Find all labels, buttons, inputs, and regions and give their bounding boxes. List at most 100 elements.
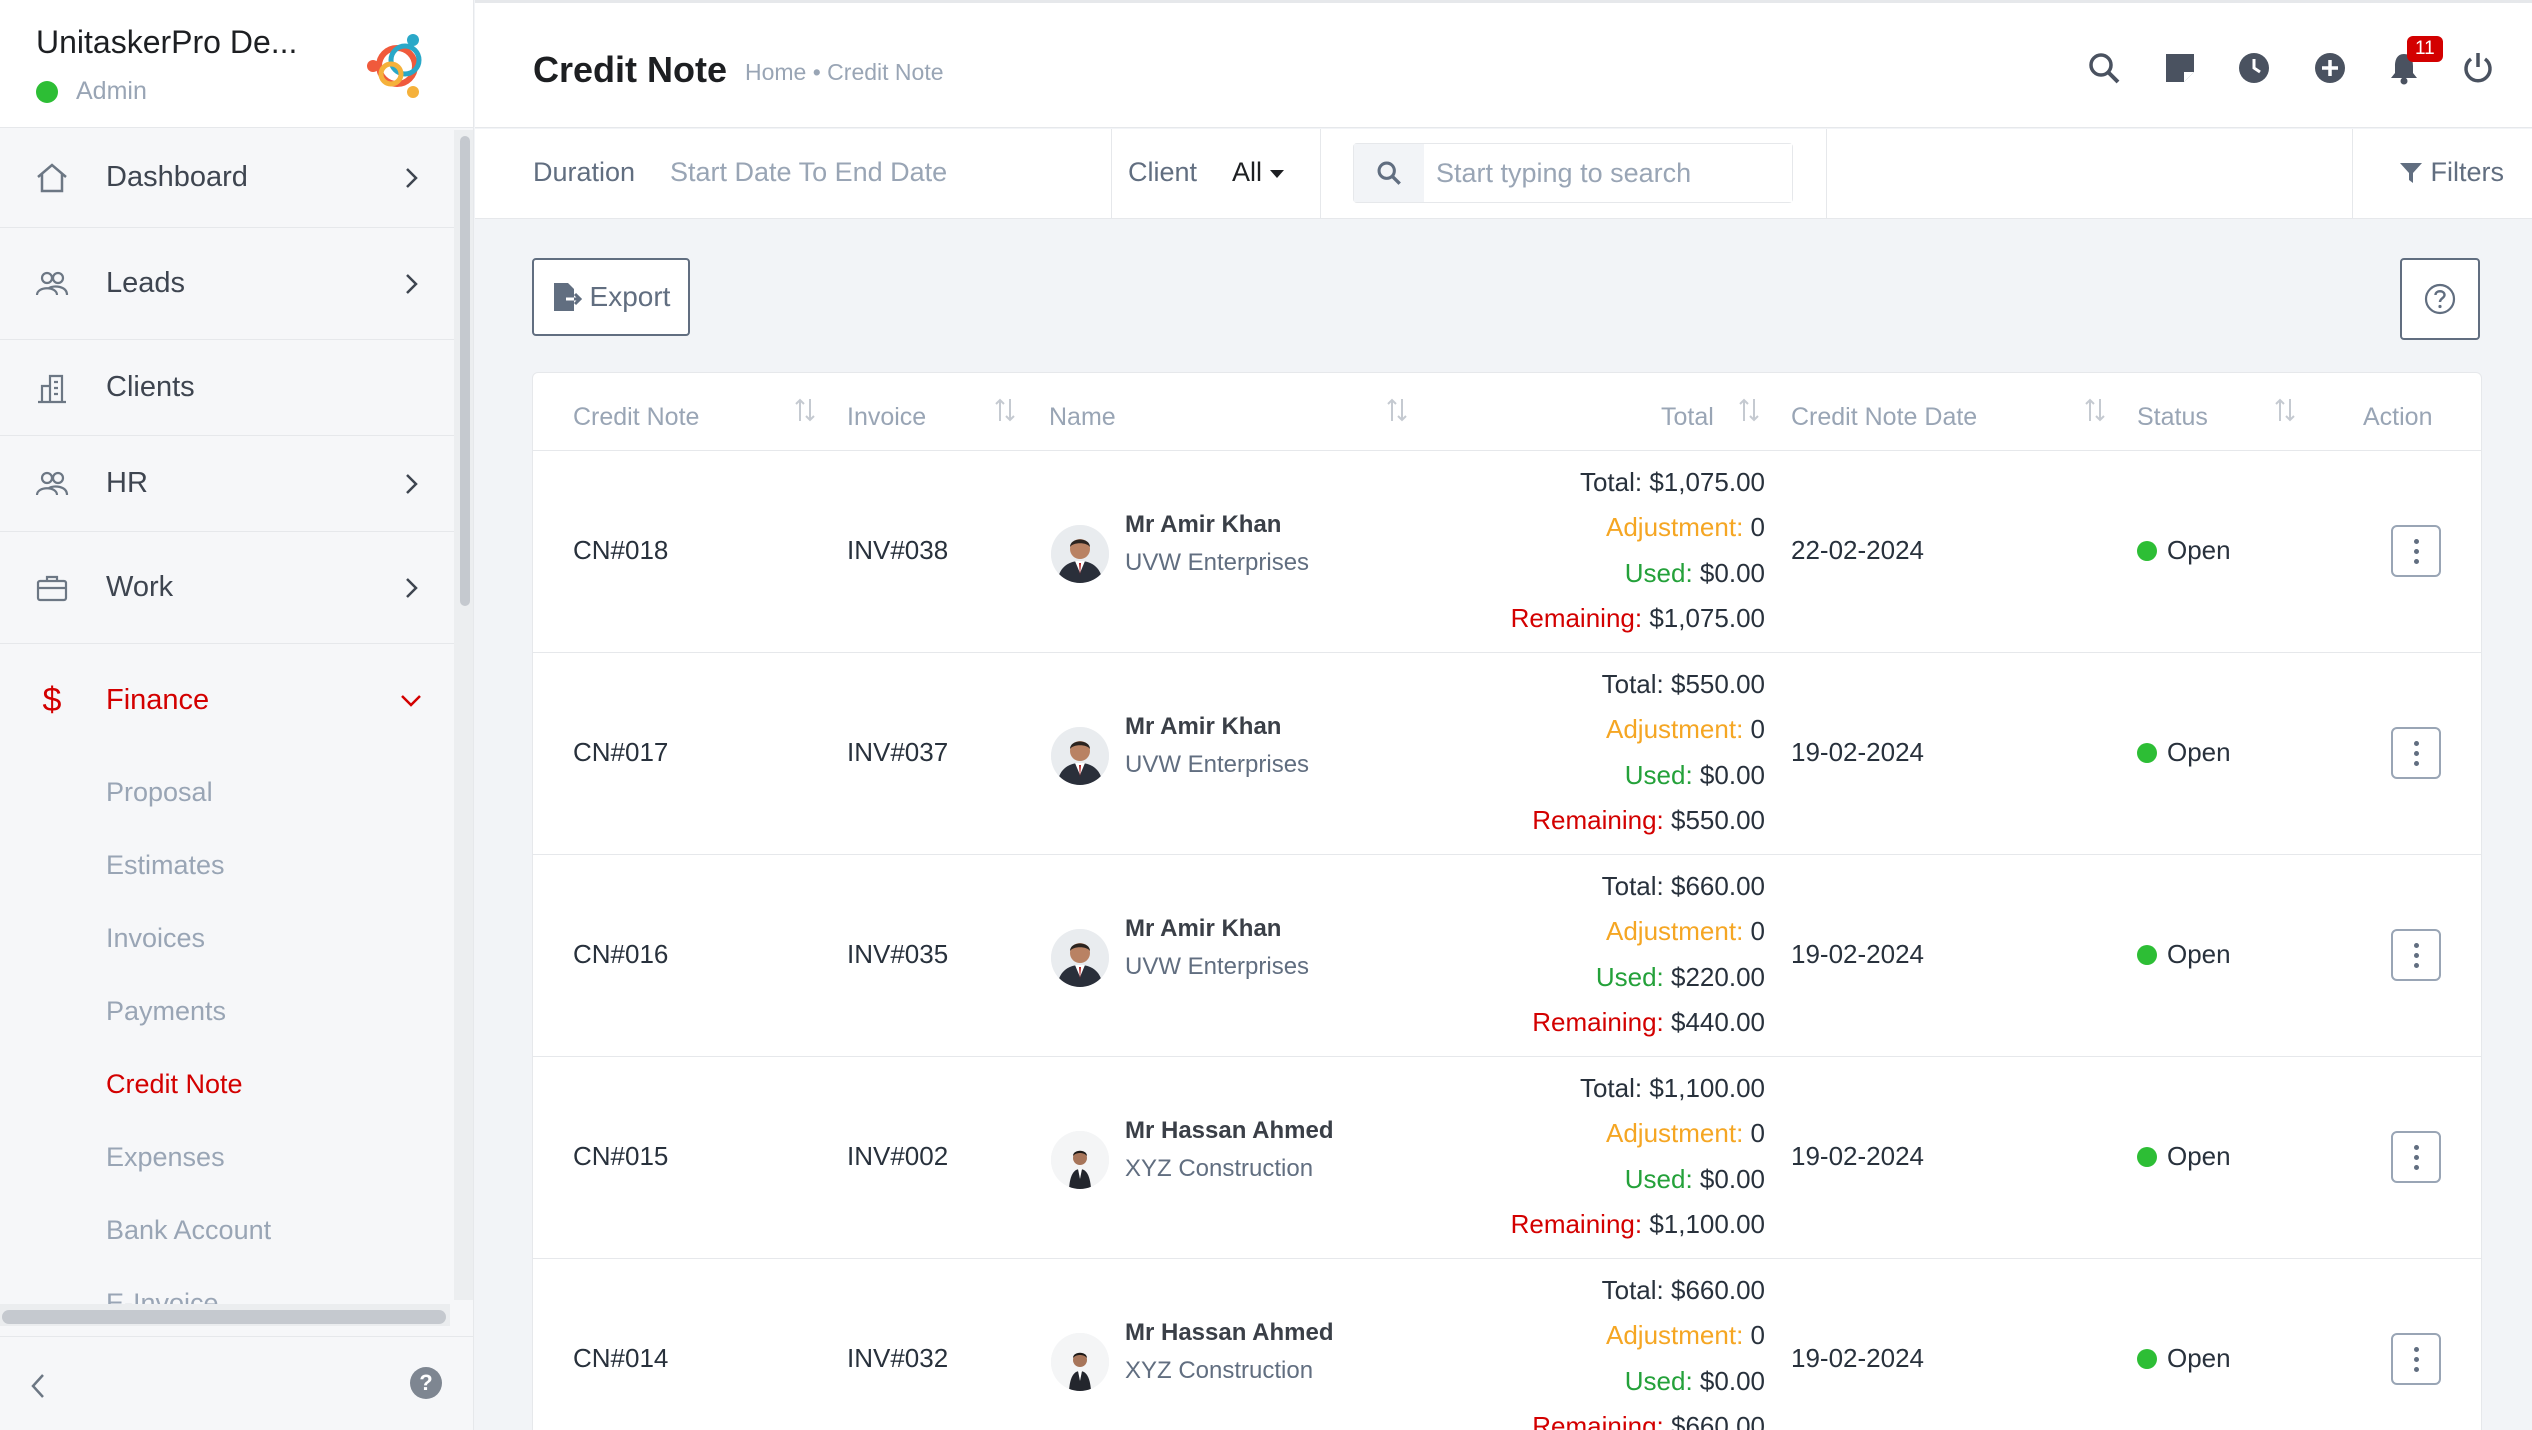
finance-submenu: Proposal Estimates Invoices Payments Cre… bbox=[0, 756, 473, 1340]
client-photo-icon bbox=[1051, 929, 1109, 987]
search-input[interactable] bbox=[1424, 144, 1792, 202]
status-label: Open bbox=[2167, 1141, 2231, 1171]
dot bbox=[2413, 1346, 2419, 1352]
avatar[interactable] bbox=[1051, 929, 1109, 987]
credit-note-number[interactable]: CN#014 bbox=[573, 1343, 669, 1373]
power-icon[interactable] bbox=[2461, 51, 2495, 85]
sidebar-item-finance[interactable]: $ Finance bbox=[0, 644, 473, 756]
sidebar-item-dashboard[interactable]: Dashboard bbox=[0, 128, 473, 228]
sidebar-vertical-scrollbar[interactable] bbox=[460, 136, 470, 606]
building-icon bbox=[38, 374, 66, 403]
chevron-right-icon bbox=[406, 473, 418, 494]
credit-note-number[interactable]: CN#018 bbox=[573, 535, 669, 565]
column-header-credit-note-date[interactable]: Credit Note Date bbox=[1791, 403, 1978, 431]
sort-icon[interactable] bbox=[993, 395, 1017, 425]
search-icon bbox=[1377, 161, 1401, 185]
column-header-invoice[interactable]: Invoice bbox=[847, 403, 927, 431]
credit-note-date: 22-02-2024 bbox=[1791, 535, 1924, 565]
invoice-number[interactable]: INV#037 bbox=[847, 737, 949, 767]
client-name[interactable]: Mr Amir Khan bbox=[1125, 915, 1282, 942]
column-header-status[interactable]: Status bbox=[2137, 403, 2208, 431]
sort-icon[interactable] bbox=[1385, 395, 1409, 425]
column-header-total[interactable]: Total bbox=[1661, 403, 1714, 431]
status-label: Open bbox=[2167, 737, 2231, 767]
invoice-number[interactable]: INV#035 bbox=[847, 939, 949, 969]
submenu-item-invoices[interactable]: Invoices bbox=[106, 923, 206, 953]
avatar[interactable] bbox=[1051, 727, 1109, 785]
sticky-note-icon[interactable] bbox=[2163, 51, 2197, 85]
column-header-action: Action bbox=[2363, 403, 2433, 431]
filters-button[interactable]: Filters bbox=[2399, 157, 2504, 188]
client-name[interactable]: Mr Amir Khan bbox=[1125, 511, 1282, 538]
sidebar-horizontal-scrollbar[interactable] bbox=[2, 1310, 446, 1324]
column-header-name[interactable]: Name bbox=[1049, 403, 1116, 431]
export-button[interactable]: Export bbox=[532, 258, 690, 336]
row-action-menu-button[interactable] bbox=[2391, 525, 2441, 577]
breadcrumb[interactable]: Home • Credit Note bbox=[745, 59, 944, 85]
sidebar-item-clients[interactable]: Clients bbox=[0, 340, 473, 436]
status-dot-icon bbox=[2137, 945, 2157, 965]
client-company: UVW Enterprises bbox=[1125, 751, 1310, 778]
row-action-menu-button[interactable] bbox=[2391, 1333, 2441, 1385]
credit-note-number[interactable]: CN#017 bbox=[573, 737, 669, 767]
adjustment-value: 0 bbox=[1750, 714, 1765, 744]
filter-divider bbox=[2352, 129, 2353, 219]
remaining-value: $1,100.00 bbox=[1649, 1209, 1765, 1239]
sort-icon[interactable] bbox=[793, 395, 817, 425]
date-range-picker[interactable]: Start Date To End Date bbox=[670, 157, 948, 187]
invoice-number[interactable]: INV#038 bbox=[847, 535, 949, 565]
help-button[interactable] bbox=[2400, 258, 2480, 340]
collapse-sidebar-icon[interactable] bbox=[26, 1371, 50, 1401]
chevron-right-icon bbox=[406, 273, 418, 294]
submenu-item-bank-account[interactable]: Bank Account bbox=[106, 1215, 272, 1245]
invoice-number[interactable]: INV#002 bbox=[847, 1141, 949, 1171]
avatar[interactable] bbox=[1051, 1333, 1109, 1391]
dot bbox=[2413, 1356, 2419, 1362]
submenu-item-expenses[interactable]: Expenses bbox=[106, 1142, 225, 1172]
search-button[interactable] bbox=[1354, 144, 1424, 202]
submenu-item-payments[interactable]: Payments bbox=[106, 996, 227, 1026]
sidebar-item-hr[interactable]: HR bbox=[0, 436, 473, 532]
used-key: Used: bbox=[1624, 1366, 1693, 1396]
submenu-item-proposal[interactable]: Proposal bbox=[106, 777, 213, 807]
used-amount: Used: $0.00 bbox=[901, 760, 1765, 791]
table-row[interactable]: CN#014 INV#032 Mr Hassan Ahmed XYZ Construc… bbox=[533, 1259, 2481, 1430]
avatar[interactable] bbox=[1051, 525, 1109, 583]
client-name[interactable]: Mr Hassan Ahmed bbox=[1125, 1319, 1334, 1346]
help-icon[interactable]: ? bbox=[410, 1367, 442, 1399]
sidebar-item-label: Finance bbox=[106, 683, 210, 716]
sidebar-item-label: Leads bbox=[106, 267, 186, 299]
search-icon[interactable] bbox=[2087, 51, 2121, 85]
clock-icon[interactable] bbox=[2237, 51, 2271, 85]
table-row[interactable]: CN#016 INV#035 Mr Amir Khan UVW Enterprises… bbox=[533, 855, 2481, 1057]
remaining-key: Remaining: bbox=[1510, 603, 1643, 633]
file-export-icon bbox=[553, 283, 582, 311]
row-action-menu-button[interactable] bbox=[2391, 727, 2441, 779]
client-name[interactable]: Mr Amir Khan bbox=[1125, 713, 1282, 740]
table-row[interactable]: CN#017 INV#037 Mr Amir Khan UVW Enterprises… bbox=[533, 653, 2481, 855]
client-select[interactable]: All bbox=[1232, 157, 1285, 188]
row-action-menu-button[interactable] bbox=[2391, 929, 2441, 981]
sort-icon[interactable] bbox=[2273, 395, 2297, 425]
add-icon[interactable] bbox=[2313, 51, 2347, 85]
company-name[interactable]: UnitaskerPro De... bbox=[36, 24, 298, 60]
column-header-credit-note[interactable]: Credit Note bbox=[573, 403, 700, 431]
submenu-item-credit-note[interactable]: Credit Note bbox=[106, 1069, 243, 1099]
sidebar-item-leads[interactable]: Leads bbox=[0, 228, 473, 340]
row-action-menu-button[interactable] bbox=[2391, 1131, 2441, 1183]
avatar[interactable] bbox=[1051, 1131, 1109, 1189]
client-photo-icon bbox=[1051, 1333, 1109, 1391]
sort-icon[interactable] bbox=[1737, 395, 1761, 425]
chevron-down-icon bbox=[401, 695, 421, 707]
credit-note-number[interactable]: CN#016 bbox=[573, 939, 669, 969]
sidebar-item-work[interactable]: Work bbox=[0, 532, 473, 644]
table-row[interactable]: CN#015 INV#002 Mr Hassan Ahmed XYZ Construc… bbox=[533, 1057, 2481, 1259]
adjustment-amount: Adjustment: 0 bbox=[901, 714, 1765, 745]
client-name[interactable]: Mr Hassan Ahmed bbox=[1125, 1117, 1334, 1144]
sort-icon[interactable] bbox=[2083, 395, 2107, 425]
dot bbox=[2413, 760, 2419, 766]
submenu-item-estimates[interactable]: Estimates bbox=[106, 850, 225, 880]
credit-note-number[interactable]: CN#015 bbox=[573, 1141, 669, 1171]
invoice-number[interactable]: INV#032 bbox=[847, 1343, 949, 1373]
table-row[interactable]: CN#018 INV#038 Mr Amir Khan UVW Enterprises… bbox=[533, 451, 2481, 653]
